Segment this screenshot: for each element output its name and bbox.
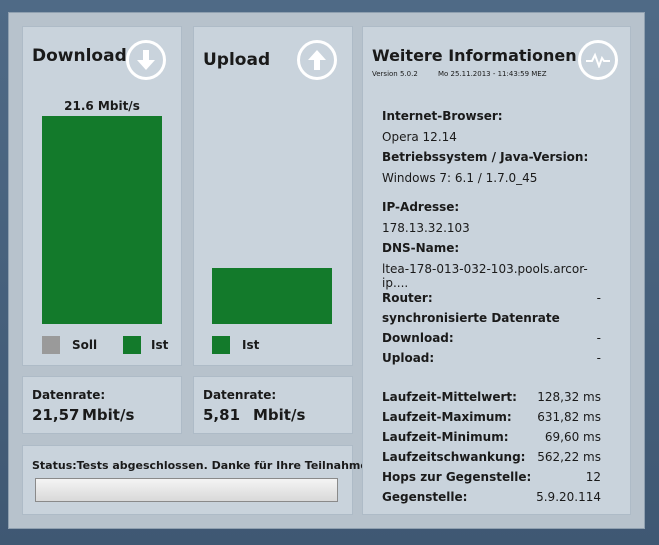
upload-datenrate-panel: Datenrate: 5,81 Mbit/s (193, 376, 353, 434)
browser-value: Opera 12.14 (382, 130, 457, 144)
heartbeat-circle-icon (578, 40, 618, 80)
jitter-row: Laufzeitschwankung: 562,22 ms (382, 450, 601, 464)
upload-legend-ist-label: Ist (242, 338, 260, 352)
download-datenrate-unit: Mbit/s (82, 406, 135, 424)
info-panel: Weitere Informationen Version 5.0.2 Mo 2… (362, 26, 631, 515)
download-datenrate-label: Datenrate: (32, 388, 106, 402)
version-text: Version 5.0.2 (372, 70, 418, 78)
download-speed-label: 21.6 Mbit/s (64, 99, 140, 113)
upload-datenrate-label: Datenrate: (203, 388, 277, 402)
upload-datenrate-unit: Mbit/s (253, 406, 306, 424)
peer-row: Gegenstelle: 5.9.20.114 (382, 490, 601, 504)
ip-value: 178.13.32.103 (382, 221, 470, 235)
hops-row: Hops zur Gegenstelle: 12 (382, 470, 601, 484)
dns-label: DNS-Name: (382, 241, 460, 255)
legend-soll-label: Soll (72, 338, 98, 352)
dns-value: ltea-178-013-032-103.pools.arcor-ip.... (382, 262, 588, 290)
upload-legend-ist-swatch (212, 336, 230, 354)
status-text: Status:Tests abgeschlossen. Danke für Ih… (32, 459, 373, 472)
download-datenrate-value: 21,57 (32, 406, 80, 424)
ip-label: IP-Adresse: (382, 200, 460, 214)
sync-label: synchronisierte Datenrate (382, 311, 560, 325)
status-panel: Status:Tests abgeschlossen. Danke für Ih… (22, 445, 373, 515)
progress-bar (35, 478, 338, 502)
lat-max-row: Laufzeit-Maximum: 631,82 ms (382, 410, 601, 424)
legend-soll-swatch (42, 336, 60, 354)
download-title: Download (32, 46, 127, 66)
sync-download-row: Download: - (382, 331, 601, 345)
router-row: Router: - (382, 291, 601, 305)
upload-title: Upload (203, 50, 271, 70)
download-panel: Download 21.6 Mbit/s Soll Ist (22, 26, 182, 366)
os-label: Betriebssystem / Java-Version: (382, 150, 589, 164)
sync-upload-row: Upload: - (382, 351, 601, 365)
os-value: Windows 7: 6.1 / 1.7.0_45 (382, 171, 538, 185)
upload-ist-bar (212, 268, 332, 324)
download-ist-bar (42, 116, 162, 324)
legend-ist-swatch (123, 336, 141, 354)
info-title: Weitere Informationen (372, 46, 577, 65)
arrow-up-circle-icon (297, 40, 337, 80)
download-datenrate-panel: Datenrate: 21,57 Mbit/s (22, 376, 182, 434)
upload-panel: Upload Ist (193, 26, 353, 366)
speedtest-frame: Download 21.6 Mbit/s Soll Ist Upload Ist… (8, 12, 645, 529)
legend-ist-label: Ist (151, 338, 169, 352)
arrow-down-circle-icon (126, 40, 166, 80)
lat-avg-row: Laufzeit-Mittelwert: 128,32 ms (382, 390, 601, 404)
timestamp-text: Mo 25.11.2013 - 11:43:59 MEZ (438, 70, 547, 78)
upload-datenrate-value: 5,81 (203, 406, 241, 424)
lat-min-row: Laufzeit-Minimum: 69,60 ms (382, 430, 601, 444)
browser-label: Internet-Browser: (382, 109, 503, 123)
